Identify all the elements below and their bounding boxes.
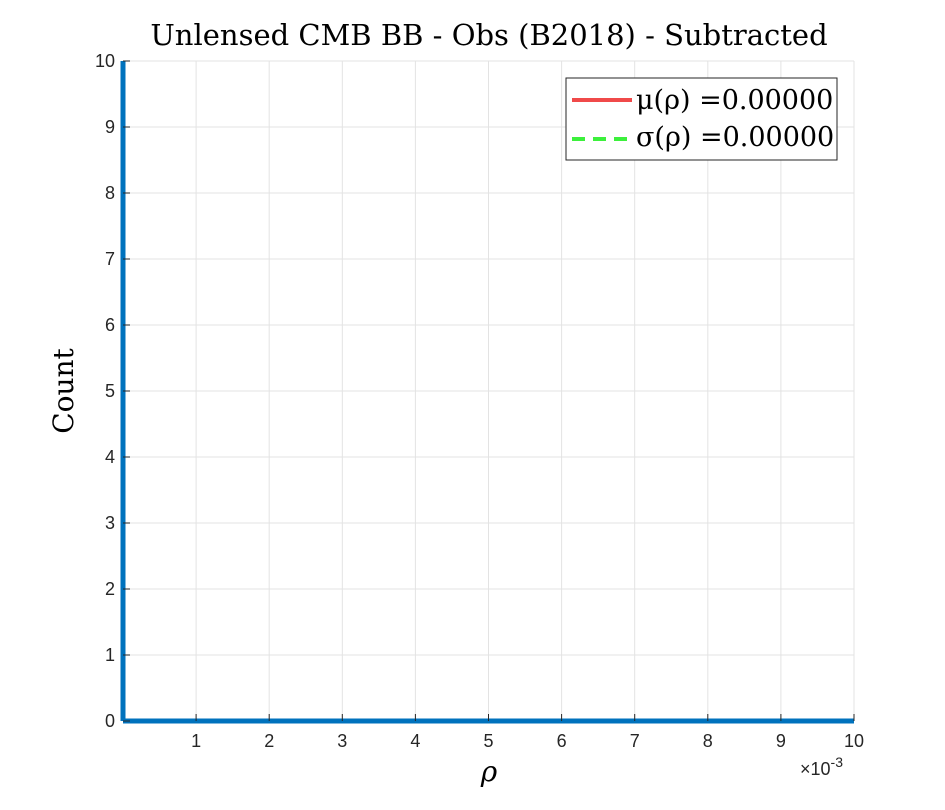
x-tick-label: 5 [483,731,493,751]
y-tick-label: 6 [105,315,115,335]
y-tick-label: 4 [105,447,115,467]
x-tick-label: 9 [776,731,786,751]
y-tick-label: 1 [105,645,115,665]
x-axis-label: ρ [480,755,498,788]
x-axis-multiplier-base: ×10 [800,759,831,779]
x-axis-multiplier-exponent: -3 [831,754,844,770]
y-tick-label: 10 [95,51,115,71]
y-tick-label: 3 [105,513,115,533]
y-tick-label: 8 [105,183,115,203]
legend-label-std: σ(ρ) =0.00000 [636,122,834,153]
legend: μ(ρ) =0.00000 σ(ρ) =0.00000 [565,77,838,161]
y-tick-label: 2 [105,579,115,599]
y-tick-label: 5 [105,381,115,401]
x-tick-label: 6 [557,731,567,751]
x-tick-label: 10 [844,731,864,751]
x-tick-label: 4 [410,731,420,751]
x-tick-label: 2 [264,731,274,751]
x-axis-multiplier: ×10-3 [800,754,843,779]
chart-title: Unlensed CMB BB - Obs (B2018) - Subtract… [150,18,827,52]
x-tick-label: 7 [630,731,640,751]
x-tick-label: 8 [703,731,713,751]
legend-box [565,77,838,161]
y-axis-label: Count [47,347,80,433]
legend-label-mean: μ(ρ) =0.00000 [636,85,833,116]
x-tick-label: 3 [337,731,347,751]
y-tick-label: 9 [105,117,115,137]
x-tick-label: 1 [191,731,201,751]
y-tick-label: 7 [105,249,115,269]
ticks: 1 2 3 4 5 6 7 8 9 10 0 1 2 3 4 5 6 7 8 9 10 [95,51,864,751]
y-tick-label: 0 [105,711,115,731]
